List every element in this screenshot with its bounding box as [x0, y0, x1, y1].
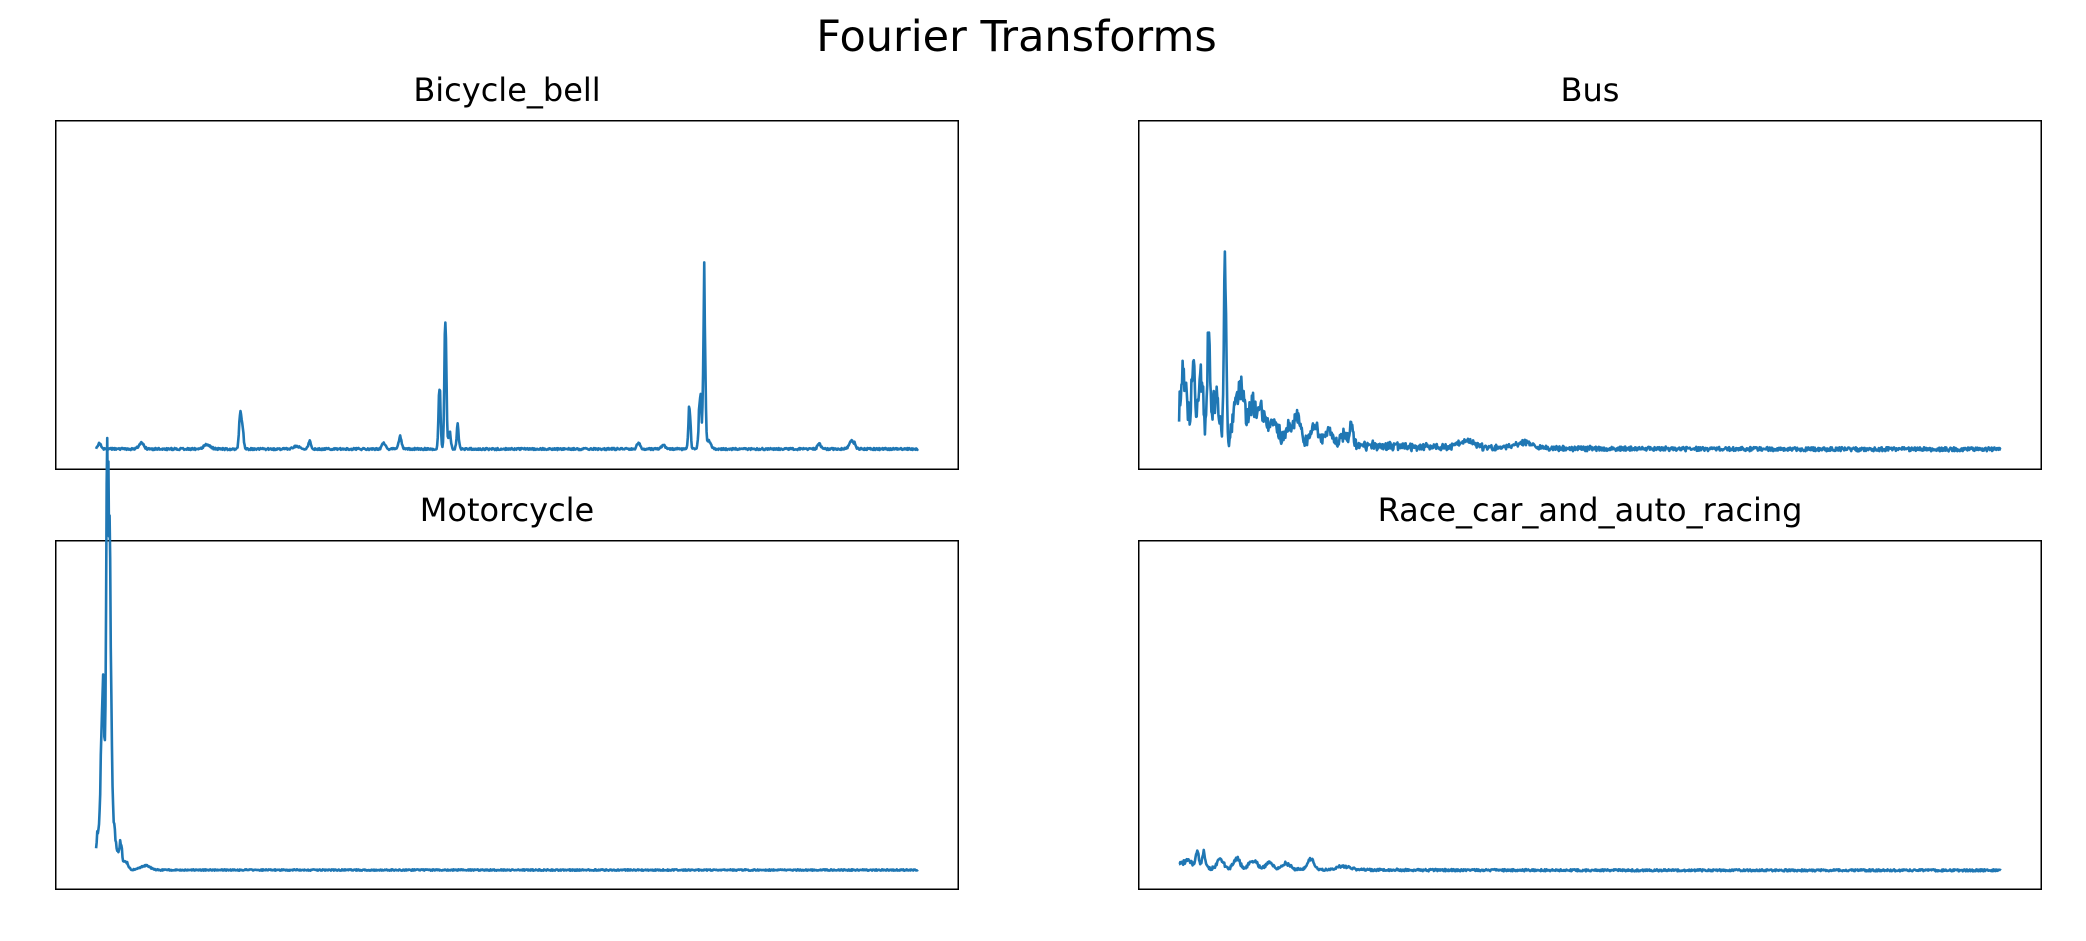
axes-frame: [55, 540, 959, 890]
subplot-title: Bicycle_bell: [413, 71, 601, 109]
plot-area: [55, 120, 959, 470]
subplot-bicycle-bell: Bicycle_bell: [55, 71, 959, 470]
subplot-race-car: Race_car_and_auto_racing: [1138, 491, 2042, 890]
subplot-title: Race_car_and_auto_racing: [1377, 491, 1803, 529]
axes-frame: [1138, 540, 2042, 890]
subplot-bus: Bus: [1138, 71, 2042, 470]
plot-area: [1138, 120, 2042, 470]
spectrum-line: [1177, 250, 2002, 453]
axes-frame: [55, 120, 959, 470]
spectrum-line: [94, 436, 919, 872]
plot-area: [1138, 540, 2042, 890]
axes-frame: [1138, 120, 2042, 470]
subplot-title: Bus: [1560, 71, 1620, 109]
spectrum-line: [94, 261, 919, 452]
subplot-motorcycle: Motorcycle: [55, 436, 959, 890]
subplot-title: Motorcycle: [419, 491, 595, 529]
spectrum-line: [1178, 848, 2002, 873]
figure-title: Fourier Transforms: [816, 12, 1217, 62]
plot-area: [55, 436, 959, 890]
